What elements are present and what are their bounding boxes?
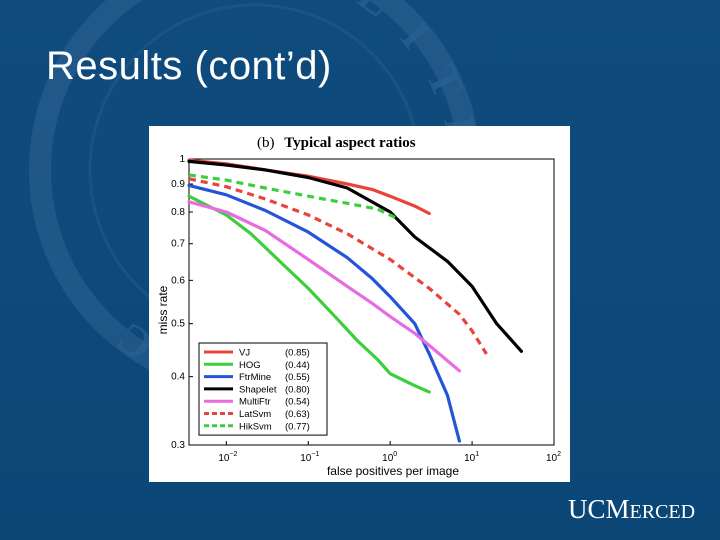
y-tick-label: 0.4 — [171, 372, 185, 383]
legend-entry: HOG (0.44) — [239, 360, 310, 371]
seal-letter: F — [306, 0, 348, 1]
legend-series-name: HikSvm — [239, 421, 272, 432]
miss-rate-chart: (b) Typical aspect ratios false positive… — [156, 135, 561, 478]
legend-series-score: (0.55) — [285, 372, 310, 383]
x-tick-exponent: −1 — [311, 451, 319, 458]
legend-series-score: (0.63) — [285, 409, 310, 420]
legend-entry: FtrMine (0.55) — [239, 372, 310, 383]
y-tick-label: 0.8 — [171, 207, 185, 218]
y-tick-label: 0.6 — [171, 275, 185, 286]
x-tick-label: 10−2 — [218, 451, 237, 464]
x-tick-exponent: 1 — [475, 451, 479, 458]
y-tick-label: 0.5 — [171, 319, 185, 330]
x-tick-exponent: 0 — [393, 451, 397, 458]
x-tick-base: 10 — [218, 453, 230, 464]
legend-series-name: MultiFtr — [239, 397, 271, 408]
legend-entry: VJ (0.85) — [239, 348, 310, 359]
y-tick-label: 0.9 — [171, 179, 185, 190]
y-tick-label: 1 — [179, 154, 185, 165]
y-tick-label: 0.3 — [171, 440, 185, 451]
x-tick-label: 101 — [464, 451, 479, 464]
legend-series-name: FtrMine — [239, 372, 271, 383]
x-tick-label: 10−1 — [300, 451, 319, 464]
legend-series-score: (0.85) — [285, 348, 310, 359]
x-tick-label: 102 — [546, 451, 561, 464]
logo-text-erced: ERCED — [629, 501, 696, 523]
legend-entry: LatSvm (0.63) — [239, 409, 310, 420]
legend-entry: MultiFtr (0.54) — [239, 397, 310, 408]
x-axis-label: false positives per image — [327, 464, 459, 478]
legend-series-name: LatSvm — [239, 409, 271, 420]
x-tick-base: 10 — [300, 453, 312, 464]
chart-title-prefix: (b) — [257, 135, 275, 151]
legend-series-score: (0.80) — [285, 384, 310, 395]
legend-series-name: Shapelet — [239, 384, 277, 395]
svg-text:(b) Typical aspect ratio: (b) Typical aspect ratios — [257, 135, 416, 151]
legend-series-score: (0.54) — [285, 397, 310, 408]
legend-series-score: (0.44) — [285, 360, 310, 371]
legend-series-name: HOG — [239, 360, 261, 371]
legend-entry: Shapelet (0.80) — [239, 384, 310, 395]
logo-text-uc: UC — [568, 494, 606, 524]
x-tick-label: 100 — [382, 451, 397, 464]
x-tick-base: 10 — [464, 453, 476, 464]
y-axis-label: miss rate — [156, 285, 170, 334]
legend-series-name: VJ — [239, 348, 250, 359]
x-tick-base: 10 — [546, 453, 558, 464]
series-line-ftrmine — [187, 183, 461, 443]
ucmerced-logo: UCMERCED — [568, 496, 695, 526]
series-line-multiftr — [187, 200, 461, 373]
series-line-shapelet — [187, 159, 523, 353]
chart-title: Typical aspect ratios — [284, 135, 416, 151]
series-line-hog — [187, 194, 431, 394]
x-tick-exponent: −2 — [229, 451, 237, 458]
chart-figure: (b) Typical aspect ratios false positive… — [149, 126, 570, 482]
legend-series-score: (0.77) — [285, 421, 310, 432]
logo-text-m: M — [605, 494, 630, 524]
series-line-latsvm — [188, 177, 488, 355]
legend-entry: HikSvm (0.77) — [239, 421, 310, 432]
x-tick-base: 10 — [382, 453, 394, 464]
y-tick-label: 0.7 — [171, 239, 185, 250]
slide-title: Results (cont’d) — [46, 44, 332, 88]
series-line-hiksvm — [188, 173, 401, 221]
x-tick-exponent: 2 — [557, 451, 561, 458]
